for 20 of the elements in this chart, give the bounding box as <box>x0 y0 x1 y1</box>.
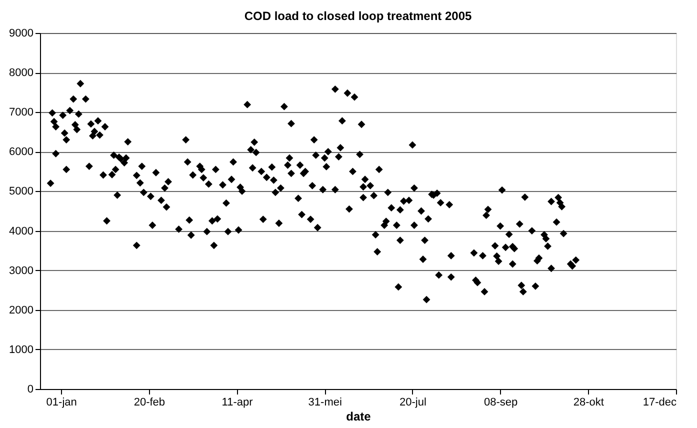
x-axis-title: date <box>346 410 372 424</box>
x-tick-label: 20-feb <box>134 396 166 408</box>
x-tick-label: 28-okt <box>573 396 604 408</box>
y-tick-label: 5000 <box>9 186 34 198</box>
y-tick-label: 8000 <box>9 67 34 80</box>
x-tick-label: 17-dec <box>642 396 677 408</box>
chart-title: COD load to closed loop treatment 2005 <box>244 9 472 23</box>
y-tick-label: 1000 <box>9 344 34 356</box>
y-tick-label: 6000 <box>9 146 34 158</box>
x-tick-label: 11-apr <box>222 396 254 408</box>
y-tick-label: 4000 <box>9 225 34 238</box>
x-tick-label: 20-jul <box>400 396 426 408</box>
x-tick-label: 01-jan <box>46 396 77 408</box>
y-tick-label: 7000 <box>9 106 34 119</box>
y-tick-label: 3000 <box>9 264 34 277</box>
x-tick-label: 31-mei <box>308 396 342 408</box>
y-tick-label: 2000 <box>9 304 34 316</box>
x-tick-label: 08-sep <box>484 396 518 408</box>
y-tick-label: 0 <box>27 384 34 396</box>
y-tick-label: 9000 <box>9 28 34 40</box>
